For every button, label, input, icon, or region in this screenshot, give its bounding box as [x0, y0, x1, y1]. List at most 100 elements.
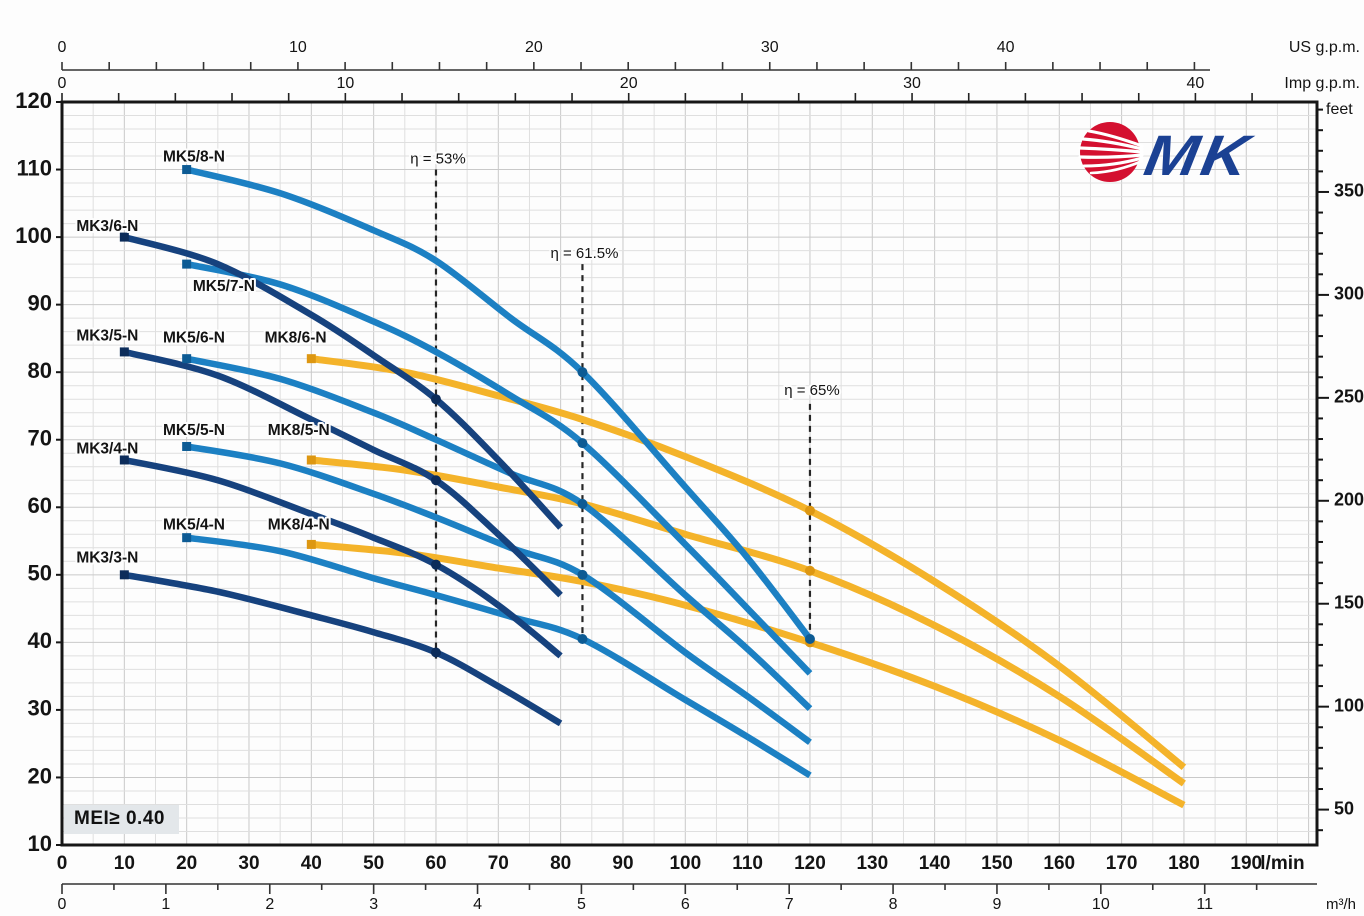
- curve-start-marker-MK5/8-N: [182, 165, 192, 175]
- curve-markers: [119, 165, 815, 658]
- lmin-tick-label: 160: [1043, 853, 1075, 874]
- lmin-tick-label: 60: [425, 853, 446, 874]
- m3h-axis-unit: m³/h: [1326, 896, 1356, 913]
- curve-labels: MK3/6-N MK3/5-N MK3/4-N MK3/3-N MK5/8-N MK5/7…: [74, 146, 331, 568]
- duty-point-marker-MK3/5-N: [430, 475, 441, 486]
- curve-MK5/8-N: [185, 166, 813, 641]
- imp-gpm-tick-label: 20: [620, 75, 638, 92]
- lmin-tick-label: 110: [732, 853, 763, 874]
- m3h-tick-label: 11: [1196, 896, 1213, 913]
- us-gpm-tick-label: 0: [58, 39, 67, 56]
- curve-MK3/4-N: [123, 456, 563, 659]
- curve-label-MK5/5-N: MK5/5-N: [163, 422, 225, 439]
- curve-start-marker-MK3/5-N: [119, 347, 129, 357]
- lmin-tick-label: 180: [1168, 853, 1200, 874]
- curve-start-marker-MK5/4-N: [182, 533, 192, 543]
- meters-tick-label: 90: [28, 290, 52, 315]
- duty-point-marker-MK5/8-N: [804, 633, 815, 644]
- axis-bottom-lmin: 0 10 20 30 40 50 60 70 80 90 100 110 120 130 140 150 160…: [57, 853, 1305, 874]
- meters-tick-label: 60: [28, 493, 52, 518]
- curve-start-marker-MK3/3-N: [119, 570, 129, 580]
- duty-point-marker-MK5/4-N: [577, 633, 588, 644]
- lmin-tick-label: 70: [488, 853, 509, 874]
- m3h-tick-label: 10: [1092, 896, 1110, 913]
- logo-swoosh-icon: [1078, 129, 1144, 175]
- us-gpm-tick-label: 10: [289, 39, 307, 56]
- feet-tick-label: 350: [1334, 181, 1364, 201]
- m3h-tick-label: 1: [161, 896, 170, 913]
- curve-MK3/6-N: [123, 233, 563, 530]
- lmin-tick-label: 170: [1106, 853, 1138, 874]
- curve-label-MK8/4-N: MK8/4-N: [268, 517, 330, 534]
- efficiency-lines: η = 53% η = 61.5% η = 65%: [408, 148, 842, 659]
- imp-gpm-tick-label: 40: [1187, 75, 1205, 92]
- lmin-tick-label: 150: [981, 853, 1013, 874]
- curve-label-MK3/6-N: MK3/6-N: [76, 218, 138, 235]
- curve-start-marker-MK8/4-N: [306, 539, 316, 549]
- lmin-tick-label: 190: [1230, 853, 1262, 874]
- meters-tick-label: 10: [28, 831, 52, 856]
- curve-MK8/6-N: [310, 355, 1187, 771]
- m3h-tick-label: 2: [265, 896, 274, 913]
- curve-label-MK8/6-N: MK8/6-N: [265, 330, 327, 347]
- duty-point-marker-MK3/3-N: [430, 647, 441, 658]
- duty-point-marker-MK8/6-N: [804, 505, 815, 516]
- lmin-tick-label: 40: [301, 853, 322, 874]
- duty-point-marker-MK5/6-N: [577, 498, 588, 509]
- lmin-tick-label: 130: [856, 853, 888, 874]
- lmin-tick-label: 30: [238, 853, 259, 874]
- lmin-tick-label: 80: [550, 853, 571, 874]
- meters-tick-label: 20: [28, 763, 52, 788]
- meters-tick-label: 120: [15, 88, 52, 113]
- axis-top-imp-gpm: 0 10 20 30 40 Imp g.p.m.: [58, 75, 1360, 101]
- curve-start-marker-MK3/6-N: [119, 232, 129, 242]
- curve-label-MK5/4-N: MK5/4-N: [163, 517, 225, 534]
- imp-gpm-tick-label: 10: [336, 75, 354, 92]
- curve-MK5/7-N: [186, 260, 813, 676]
- curve-MK3/5-N: [123, 348, 563, 598]
- lmin-tick-label: 90: [612, 853, 633, 874]
- feet-axis-unit: feet: [1326, 101, 1353, 118]
- lmin-tick-label: 20: [176, 853, 197, 874]
- plot-frame: [60, 100, 1319, 847]
- meters-tick-label: 110: [17, 155, 53, 180]
- us-gpm-axis-unit: US g.p.m.: [1289, 39, 1360, 56]
- m3h-tick-label: 0: [58, 896, 67, 913]
- duty-point-marker-MK3/4-N: [430, 559, 441, 570]
- duty-point-marker-MK5/7-N: [577, 438, 588, 449]
- lmin-tick-label: 0: [57, 853, 68, 874]
- m3h-tick-label: 9: [992, 896, 1001, 913]
- lmin-tick-label: 50: [363, 853, 384, 874]
- us-gpm-tick-label: 30: [761, 39, 779, 56]
- axis-left-meters: 120 110 100 90 80 70 60 50 40 30 20 10: [15, 88, 62, 856]
- m3h-tick-label: 8: [889, 896, 898, 913]
- curve-label-MK5/6-N: MK5/6-N: [163, 330, 225, 347]
- curve-start-marker-MK8/6-N: [306, 354, 316, 364]
- curve-start-marker-MK5/6-N: [182, 354, 192, 364]
- m3h-tick-label: 7: [785, 896, 794, 913]
- lmin-tick-label: 140: [919, 853, 951, 874]
- curve-start-marker-MK5/5-N: [182, 441, 192, 451]
- eta-label: η = 61.5%: [550, 245, 618, 262]
- m3h-tick-label: 3: [369, 896, 378, 913]
- curves: [123, 166, 1187, 809]
- curve-start-marker-MK3/4-N: [119, 455, 129, 465]
- duty-point-marker-MK3/6-N: [430, 394, 441, 405]
- grid: [61, 101, 1317, 846]
- meters-tick-label: 80: [28, 358, 52, 383]
- curve-start-marker-MK8/5-N: [306, 455, 316, 465]
- imp-gpm-axis-unit: Imp g.p.m.: [1284, 75, 1360, 92]
- feet-tick-label: 250: [1334, 387, 1364, 407]
- imp-gpm-tick-label: 30: [903, 75, 921, 92]
- mei-badge: MEI≥ 0.40: [64, 805, 179, 834]
- meters-tick-label: 40: [28, 628, 52, 653]
- eta-label: η = 53%: [410, 150, 465, 167]
- us-gpm-tick-label: 40: [997, 39, 1015, 56]
- curve-MK8/5-N: [310, 456, 1186, 787]
- brand-logo-graphic: MK: [1078, 122, 1258, 187]
- duty-point-marker-MK5/5-N: [577, 569, 588, 580]
- curve-label-MK3/4-N: MK3/4-N: [76, 440, 138, 457]
- feet-tick-label: 100: [1334, 695, 1364, 715]
